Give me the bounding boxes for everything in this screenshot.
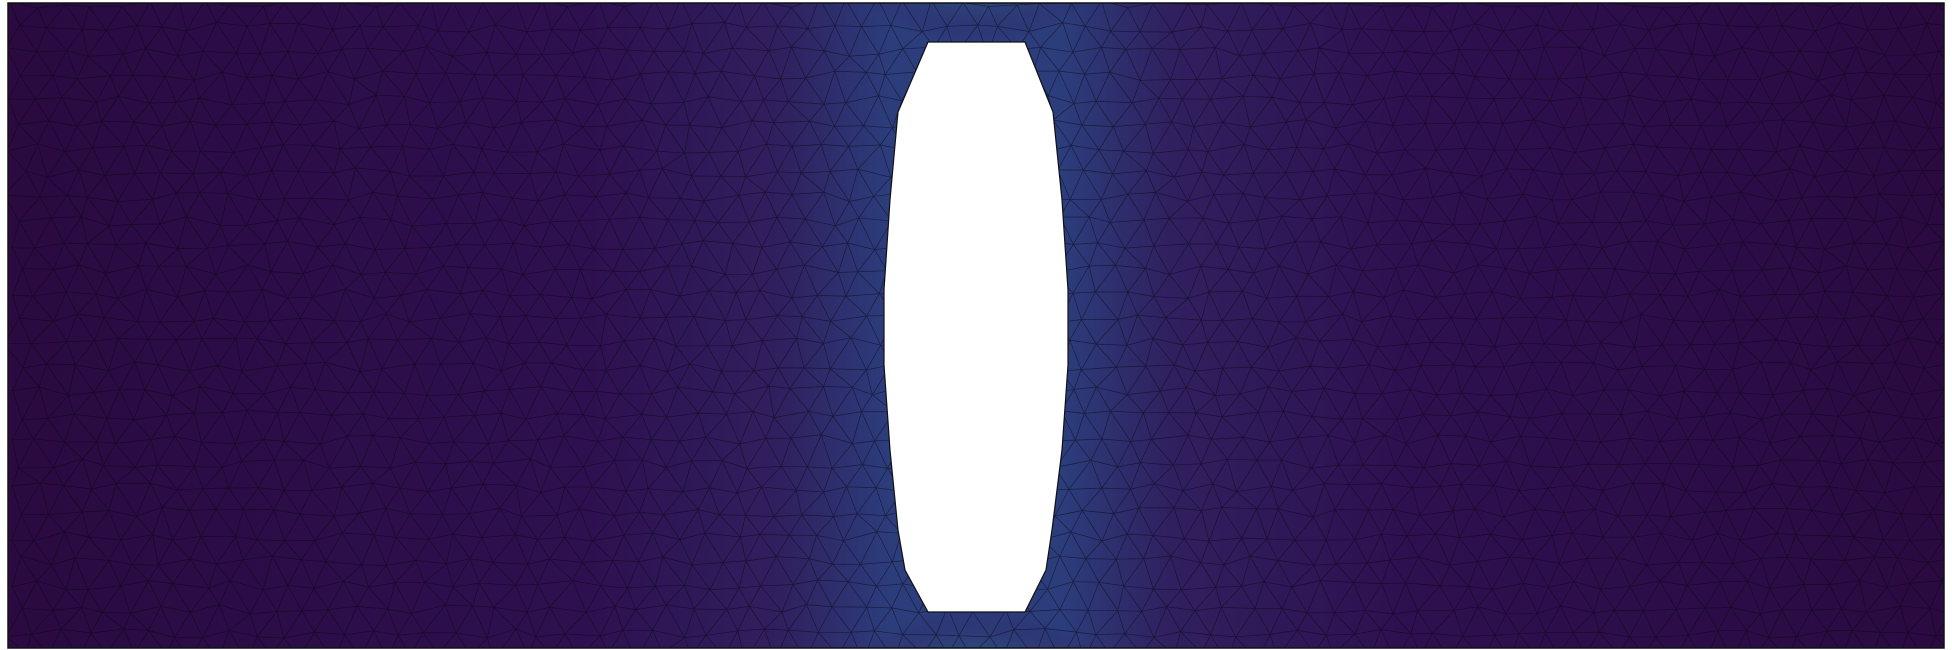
triangular-mesh (8, 3, 1944, 648)
hole-cutout (883, 41, 1069, 613)
plate-frame (7, 2, 1945, 649)
mesh-edges (8, 3, 1944, 648)
